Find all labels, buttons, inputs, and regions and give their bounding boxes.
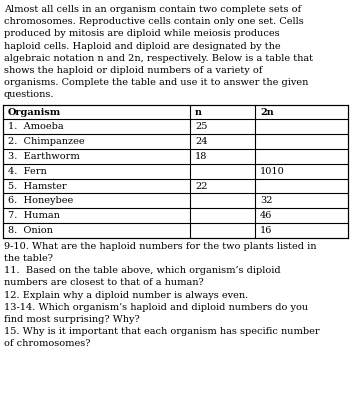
Text: chromosomes. Reproductive cells contain only one set. Cells: chromosomes. Reproductive cells contain … — [4, 17, 304, 26]
Text: find most surprising? Why?: find most surprising? Why? — [4, 315, 140, 324]
Text: 5.  Hamster: 5. Hamster — [8, 181, 67, 191]
Text: 4.  Fern: 4. Fern — [8, 167, 47, 176]
Text: 18: 18 — [195, 152, 207, 161]
Text: Organism: Organism — [8, 108, 61, 117]
Text: 2n: 2n — [260, 108, 274, 117]
Text: 22: 22 — [195, 181, 207, 191]
Text: haploid cells. Haploid and diploid are designated by the: haploid cells. Haploid and diploid are d… — [4, 42, 281, 50]
Text: 7.  Human: 7. Human — [8, 211, 60, 220]
Text: 1.  Amoeba: 1. Amoeba — [8, 123, 64, 131]
Text: n: n — [195, 108, 202, 117]
Text: the table?: the table? — [4, 254, 53, 263]
Text: organisms. Complete the table and use it to answer the given: organisms. Complete the table and use it… — [4, 78, 308, 87]
Text: 15. Why is it important that each organism has specific number: 15. Why is it important that each organi… — [4, 327, 320, 336]
Text: 24: 24 — [195, 137, 207, 146]
Text: of chromosomes?: of chromosomes? — [4, 339, 91, 348]
Text: 46: 46 — [260, 211, 272, 220]
Text: 25: 25 — [195, 123, 207, 131]
Text: 13-14. Which organism’s haploid and diploid numbers do you: 13-14. Which organism’s haploid and dipl… — [4, 303, 308, 312]
Text: 12. Explain why a diploid number is always even.: 12. Explain why a diploid number is alwa… — [4, 291, 248, 299]
Text: Almost all cells in an organism contain two complete sets of: Almost all cells in an organism contain … — [4, 5, 301, 14]
Bar — [3, 105, 348, 238]
Text: 1010: 1010 — [260, 167, 285, 176]
Text: 32: 32 — [260, 196, 273, 206]
Text: 6.  Honeybee: 6. Honeybee — [8, 196, 73, 206]
Text: 11.  Based on the table above, which organism’s diploid: 11. Based on the table above, which orga… — [4, 266, 281, 275]
Text: 2.  Chimpanzee: 2. Chimpanzee — [8, 137, 85, 146]
Text: questions.: questions. — [4, 90, 55, 99]
Text: produced by mitosis are diploid while meiosis produces: produced by mitosis are diploid while me… — [4, 30, 280, 38]
Text: 3.  Earthworm: 3. Earthworm — [8, 152, 80, 161]
Text: numbers are closest to that of a human?: numbers are closest to that of a human? — [4, 279, 204, 287]
Text: shows the haploid or diploid numbers of a variety of: shows the haploid or diploid numbers of … — [4, 66, 262, 75]
Text: 9-10. What are the haploid numbers for the two plants listed in: 9-10. What are the haploid numbers for t… — [4, 242, 316, 251]
Text: 8.  Onion: 8. Onion — [8, 226, 53, 235]
Text: algebraic notation n and 2n, respectively. Below is a table that: algebraic notation n and 2n, respectivel… — [4, 54, 313, 63]
Text: 16: 16 — [260, 226, 272, 235]
